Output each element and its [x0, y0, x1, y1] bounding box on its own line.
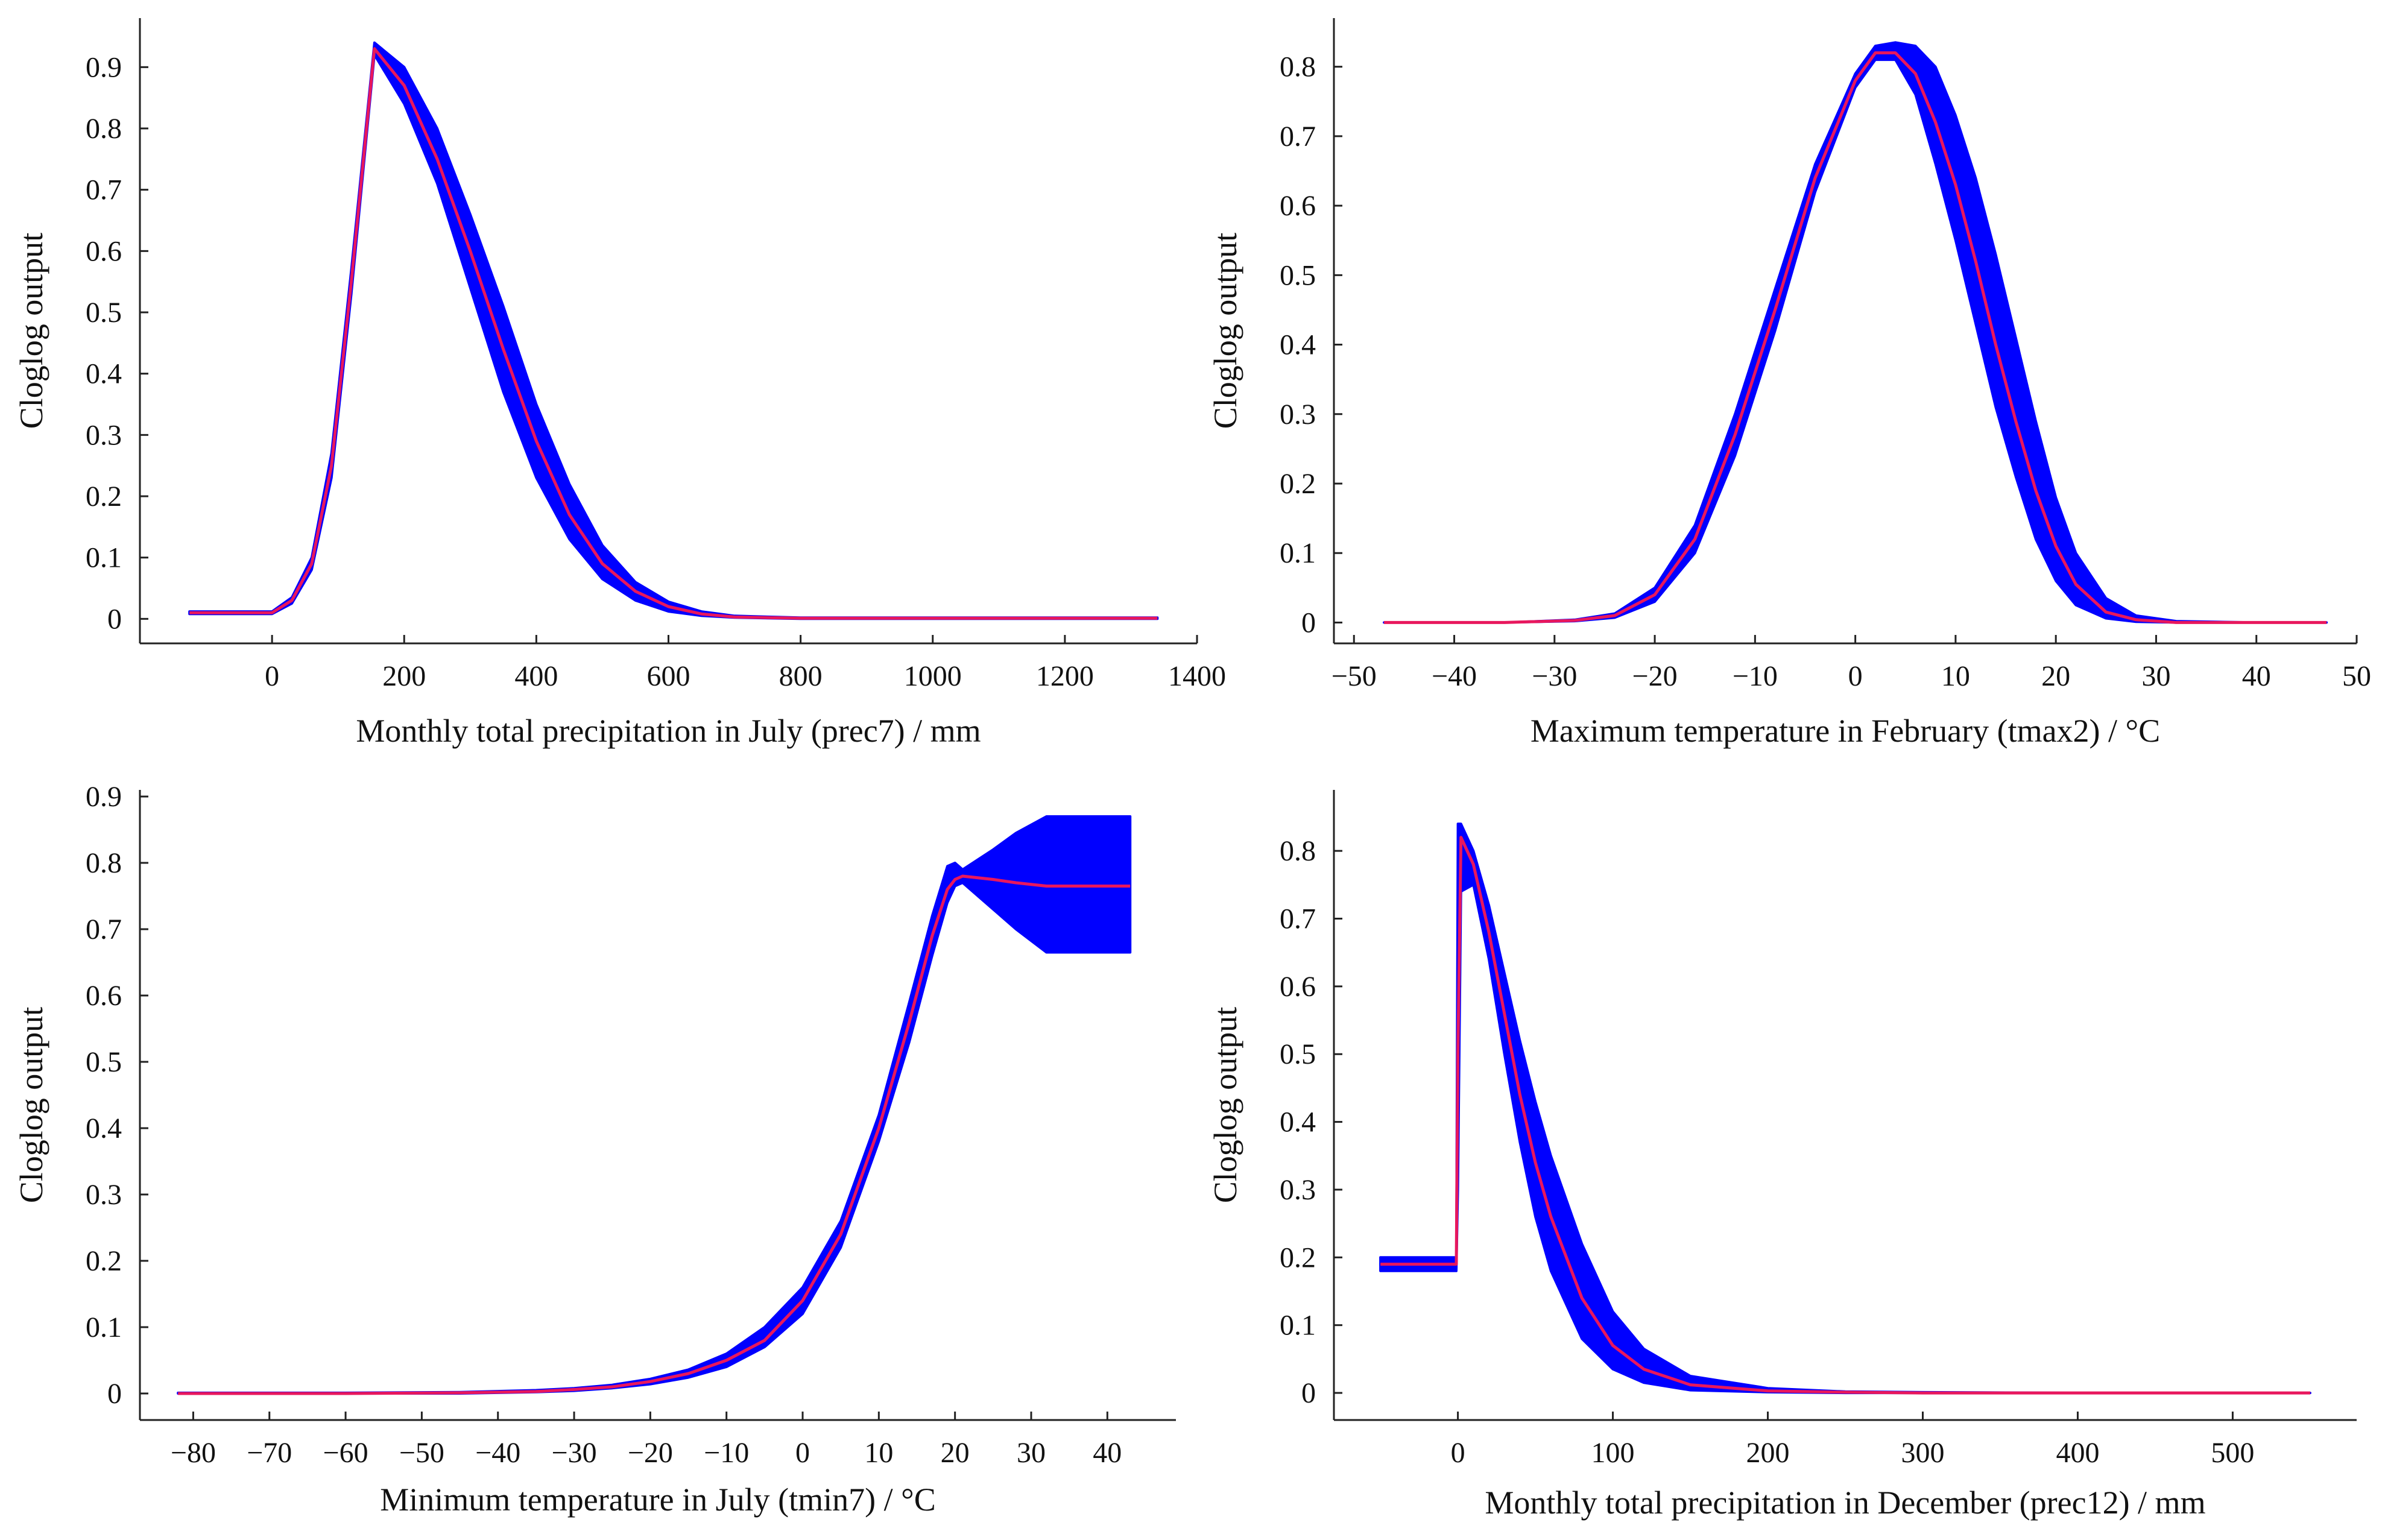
y-tick-label: 0.5	[86, 297, 122, 329]
x-tick-label: 0	[1451, 1437, 1465, 1469]
mean-response-line	[1384, 51, 2327, 624]
confidence-band	[177, 815, 1132, 1395]
y-tick-label: 0.8	[1280, 51, 1316, 83]
x-tick-label: 1400	[1168, 660, 1226, 692]
y-tick-label: 0.5	[1280, 259, 1316, 291]
x-tick-label: 1200	[1036, 660, 1094, 692]
x-tick-label: 1000	[904, 660, 962, 692]
y-tick-label: 0.1	[86, 542, 122, 574]
y-axis-label: Cloglog output	[13, 1007, 49, 1204]
x-tick-label: −80	[171, 1437, 216, 1469]
y-tick-label: 0.2	[86, 481, 122, 513]
x-tick-label: 30	[1017, 1437, 1046, 1469]
y-tick-label: 0.7	[86, 914, 122, 945]
x-tick-label: 500	[2211, 1437, 2254, 1469]
x-tick-label: 0	[265, 660, 279, 692]
x-axis-label: Maximum temperature in February (tmax2) …	[1531, 713, 2160, 749]
x-tick-label: 400	[514, 660, 558, 692]
y-tick-label: 0	[1301, 1377, 1316, 1409]
chart-prec12: 0 0.1 0.2 0.3 0.4 0.5 0.6 0.7 0.8 0 100 200 300 400 50…	[1207, 790, 2357, 1521]
y-axis-label: Cloglog output	[1207, 233, 1243, 429]
y-tick-label: 0.4	[86, 358, 122, 390]
y-tick-label: 0.8	[86, 113, 122, 145]
x-tick-label: 0	[795, 1437, 810, 1469]
confidence-band	[1379, 822, 2311, 1395]
y-tick-label: 0	[107, 1378, 122, 1410]
mean-response-line	[178, 874, 1131, 1395]
x-tick-label: −40	[475, 1437, 520, 1469]
x-axis-label: Minimum temperature in July (tmin7) / °C	[380, 1482, 935, 1518]
y-tick-label: 0.6	[1280, 190, 1316, 222]
y-tick-label: 0.8	[86, 847, 122, 879]
y-tick-label: 0	[107, 603, 122, 635]
chart-tmax2: 0 0.1 0.2 0.3 0.4 0.5 0.6 0.7 0.8 −50 −40 −30 −20 −10…	[1207, 18, 2371, 749]
y-axis-label: Cloglog output	[1207, 1007, 1243, 1204]
x-tick-label: −40	[1432, 660, 1477, 692]
x-tick-label: 20	[2041, 660, 2070, 692]
x-tick-label: −10	[1733, 660, 1778, 692]
y-tick-label: 0.1	[1280, 1310, 1316, 1342]
x-tick-label: −10	[704, 1437, 749, 1469]
y-tick-label: 0.1	[1280, 537, 1316, 569]
x-tick-label: −50	[399, 1437, 444, 1469]
y-tick-label: 0.5	[1280, 1038, 1316, 1070]
x-tick-label: 0	[1848, 660, 1863, 692]
x-tick-label: 10	[864, 1437, 893, 1469]
x-tick-label: −60	[323, 1437, 368, 1469]
x-tick-label: −30	[1532, 660, 1577, 692]
x-tick-label: 300	[1901, 1437, 1944, 1469]
x-tick-label: 40	[1093, 1437, 1122, 1469]
x-tick-label: −20	[628, 1437, 673, 1469]
confidence-band	[188, 41, 1159, 620]
chart-prec7: 0 0.1 0.2 0.3 0.4 0.5 0.6 0.7 0.8 0.9 0 200 400 600 80…	[13, 18, 1226, 749]
y-tick-label: 0.6	[86, 980, 122, 1012]
mean-response-line	[1380, 836, 2310, 1395]
y-tick-label: 0.5	[86, 1046, 122, 1078]
y-tick-label: 0.2	[1280, 1242, 1316, 1273]
x-axis-label: Monthly total precipitation in July (pre…	[356, 713, 981, 749]
y-tick-label: 0	[1301, 607, 1316, 639]
confidence-band	[1383, 41, 2328, 624]
y-tick-label: 0.2	[86, 1245, 122, 1277]
x-tick-label: 40	[2242, 660, 2271, 692]
x-tick-label: −50	[1331, 660, 1377, 692]
y-tick-label: 0.6	[86, 235, 122, 267]
x-tick-label: −30	[552, 1437, 597, 1469]
y-tick-label: 0.9	[86, 781, 122, 813]
y-tick-label: 0.7	[86, 174, 122, 206]
x-axis-label: Monthly total precipitation in December …	[1485, 1485, 2205, 1521]
chart-tmin7: 0 0.1 0.2 0.3 0.4 0.5 0.6 0.7 0.8 0.9 −80 −70 −60 −50…	[13, 781, 1176, 1518]
x-tick-label: 20	[941, 1437, 970, 1469]
y-tick-label: 0.7	[1280, 903, 1316, 935]
y-tick-label: 0.3	[1280, 1174, 1316, 1206]
x-tick-label: 200	[1746, 1437, 1790, 1469]
x-tick-label: 100	[1591, 1437, 1635, 1469]
y-tick-label: 0.2	[1280, 468, 1316, 500]
y-tick-label: 0.8	[1280, 835, 1316, 867]
x-tick-label: 50	[2342, 660, 2371, 692]
y-tick-label: 0.3	[86, 1179, 122, 1211]
y-tick-label: 0.4	[1280, 1106, 1316, 1138]
x-tick-label: 600	[647, 660, 690, 692]
x-tick-label: 400	[2056, 1437, 2099, 1469]
x-tick-label: 800	[779, 660, 823, 692]
y-tick-label: 0.9	[86, 51, 122, 83]
x-tick-label: 30	[2141, 660, 2170, 692]
y-tick-label: 0.1	[86, 1311, 122, 1343]
y-tick-label: 0.3	[1280, 399, 1316, 431]
y-tick-label: 0.7	[1280, 121, 1316, 153]
y-tick-label: 0.3	[86, 419, 122, 451]
y-tick-label: 0.4	[1280, 329, 1316, 361]
x-tick-label: −70	[247, 1437, 292, 1469]
y-axis-label: Cloglog output	[13, 233, 49, 429]
mean-response-line	[189, 47, 1158, 620]
y-tick-label: 0.4	[86, 1112, 122, 1144]
x-tick-label: 200	[382, 660, 426, 692]
x-tick-label: 10	[1941, 660, 1970, 692]
y-tick-label: 0.6	[1280, 971, 1316, 1003]
x-tick-label: −20	[1632, 660, 1678, 692]
